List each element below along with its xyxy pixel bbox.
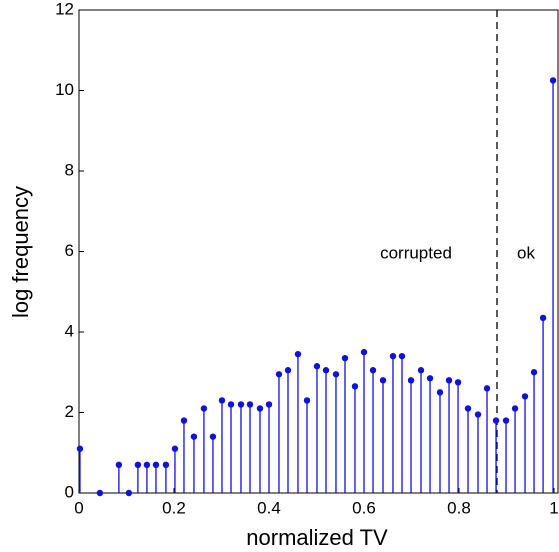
stem-marker (549, 77, 557, 84)
y-tick-label: 12 (55, 0, 74, 18)
stem-marker (379, 377, 387, 384)
stem-marker (389, 352, 397, 360)
stem-marker (511, 405, 519, 412)
stem-marker (474, 411, 482, 418)
stem-marker (530, 369, 538, 376)
stem-marker (436, 389, 444, 396)
stem-marker (454, 379, 462, 386)
x-tick-label: 0.2 (162, 498, 186, 517)
y-tick-label: 0 (65, 482, 74, 501)
stem-marker (332, 371, 340, 378)
stem-marker (407, 377, 415, 384)
y-tick-label: 2 (65, 402, 74, 421)
stem-marker (162, 461, 170, 469)
stem-marker (322, 367, 330, 374)
x-axis-label: normalized TV (246, 525, 388, 550)
stem-marker (341, 354, 349, 362)
stem-marker (209, 433, 217, 440)
stem-marker (351, 383, 359, 390)
stem-marker (134, 461, 142, 469)
stem-marker (256, 405, 264, 412)
stem-marker (417, 367, 425, 374)
stem-marker (218, 397, 226, 404)
stem-marker (246, 401, 254, 408)
stem-marker (96, 489, 104, 497)
stem-marker (398, 352, 406, 360)
stem-marker (369, 367, 377, 374)
stem-marker (190, 433, 198, 440)
x-tick-label: 0 (74, 498, 83, 517)
stem-marker (200, 405, 208, 412)
stem-marker (464, 405, 472, 412)
stem-marker (284, 367, 292, 374)
stem-marker (360, 348, 368, 356)
x-tick-label: 0.8 (447, 498, 471, 517)
stem-marker (125, 489, 133, 497)
annotation: ok (517, 243, 535, 262)
stem-marker (143, 461, 151, 469)
x-tick-label: 1 (549, 498, 558, 517)
stem-marker (303, 397, 311, 404)
stem-marker (152, 461, 160, 469)
stem-marker (171, 445, 179, 452)
stem-marker (492, 417, 500, 424)
y-tick-label: 10 (55, 80, 74, 99)
stem-marker (426, 375, 434, 382)
stem-marker (313, 363, 321, 370)
x-tick-label: 0.4 (257, 498, 281, 517)
stem-marker (76, 445, 84, 452)
stem-marker (237, 401, 245, 408)
y-tick-label: 8 (65, 160, 74, 179)
stem-marker (521, 393, 529, 400)
stem-marker (539, 314, 547, 322)
y-tick-label: 4 (65, 321, 74, 340)
stem-marker (227, 401, 235, 408)
x-tick-label: 0.6 (352, 498, 376, 517)
y-axis-label: log frequency (8, 186, 33, 318)
stem-marker (265, 401, 273, 408)
y-tick-label: 6 (65, 241, 74, 260)
plot-frame (78, 9, 559, 494)
stem-marker (445, 377, 453, 384)
annotation: corrupted (380, 243, 452, 262)
stem-marker (483, 385, 491, 392)
stem-marker (294, 350, 302, 358)
stem-marker (275, 371, 283, 378)
stem-marker (180, 417, 188, 424)
stem-marker (502, 417, 510, 424)
stem-marker (115, 461, 123, 469)
